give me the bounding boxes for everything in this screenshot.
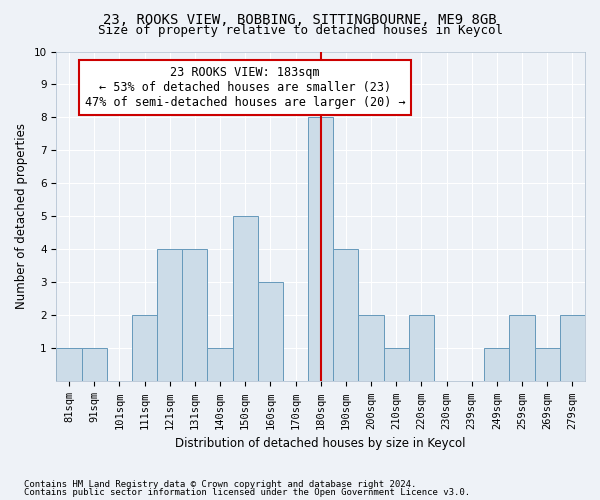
- Bar: [333, 250, 358, 382]
- X-axis label: Distribution of detached houses by size in Keycol: Distribution of detached houses by size …: [175, 437, 466, 450]
- Bar: [484, 348, 509, 382]
- Bar: [535, 348, 560, 382]
- Bar: [358, 316, 383, 382]
- Text: 23, ROOKS VIEW, BOBBING, SITTINGBOURNE, ME9 8GB: 23, ROOKS VIEW, BOBBING, SITTINGBOURNE, …: [103, 12, 497, 26]
- Bar: [132, 316, 157, 382]
- Y-axis label: Number of detached properties: Number of detached properties: [15, 124, 28, 310]
- Bar: [56, 348, 82, 382]
- Bar: [308, 118, 333, 382]
- Bar: [208, 348, 233, 382]
- Text: 23 ROOKS VIEW: 183sqm
← 53% of detached houses are smaller (23)
47% of semi-deta: 23 ROOKS VIEW: 183sqm ← 53% of detached …: [85, 66, 406, 110]
- Bar: [157, 250, 182, 382]
- Bar: [409, 316, 434, 382]
- Bar: [509, 316, 535, 382]
- Bar: [258, 282, 283, 382]
- Text: Size of property relative to detached houses in Keycol: Size of property relative to detached ho…: [97, 24, 503, 37]
- Bar: [383, 348, 409, 382]
- Text: Contains HM Land Registry data © Crown copyright and database right 2024.: Contains HM Land Registry data © Crown c…: [24, 480, 416, 489]
- Bar: [233, 216, 258, 382]
- Bar: [182, 250, 208, 382]
- Bar: [82, 348, 107, 382]
- Text: Contains public sector information licensed under the Open Government Licence v3: Contains public sector information licen…: [24, 488, 470, 497]
- Bar: [560, 316, 585, 382]
